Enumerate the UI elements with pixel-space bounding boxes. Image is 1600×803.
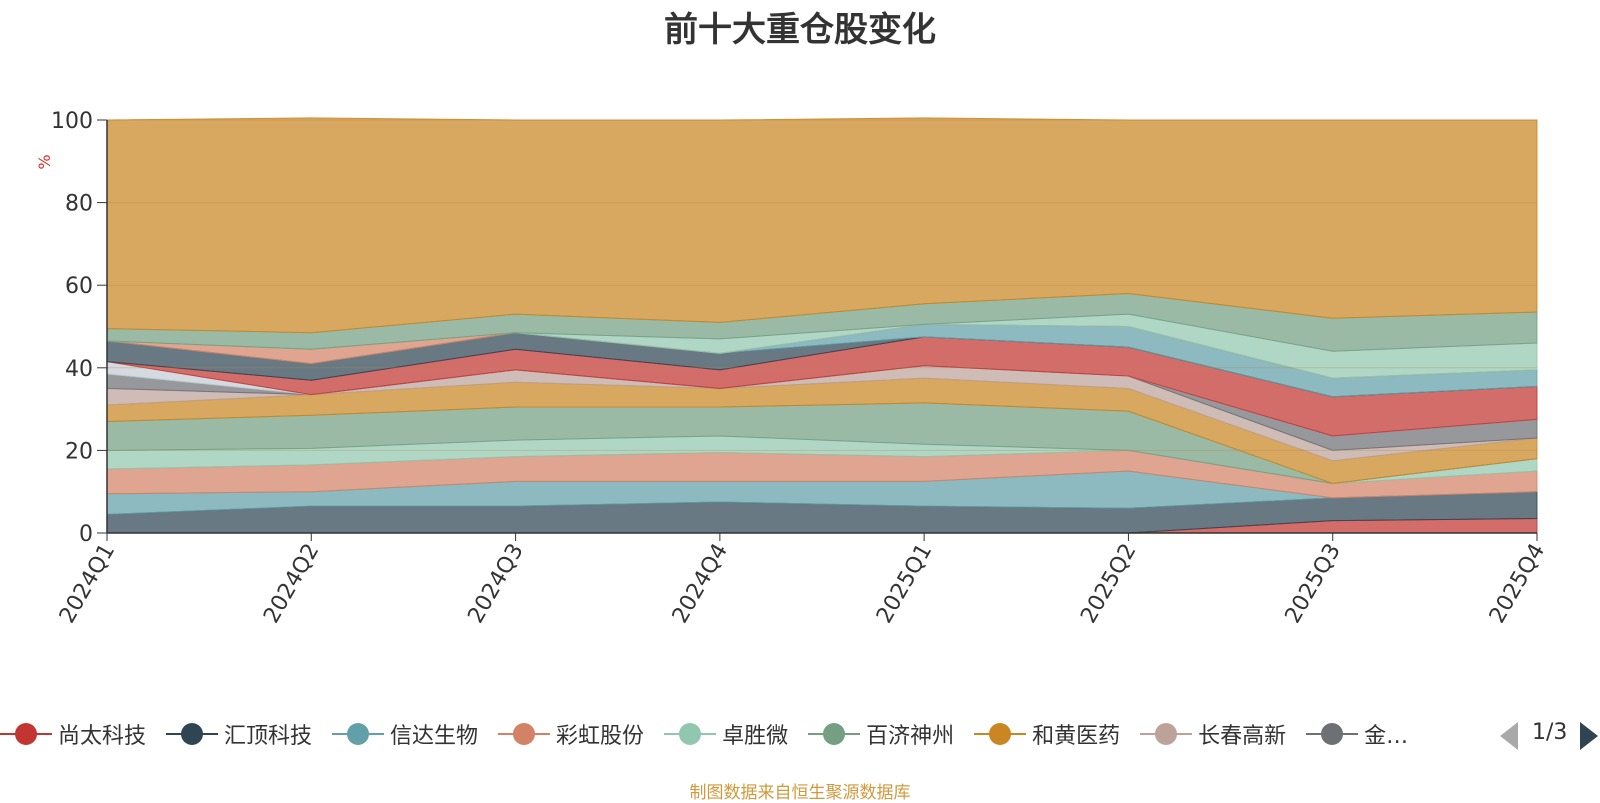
source-note: 制图数据来自恒生聚源数据库 xyxy=(689,783,911,803)
legend-marker-icon xyxy=(166,723,219,745)
x-tick-label: 2024Q4 xyxy=(668,540,733,628)
legend-label: 尚太科技 xyxy=(58,724,147,749)
legend-marker-icon xyxy=(974,723,1027,745)
legend-label: 卓胜微 xyxy=(722,724,789,749)
legend-label: 金… xyxy=(1364,724,1409,749)
legend-item[interactable]: 百济神州 xyxy=(808,718,954,752)
legend-item[interactable]: 尚太科技 xyxy=(0,718,146,752)
legend-label: 百济神州 xyxy=(866,724,955,749)
legend-marker-icon xyxy=(1306,723,1359,745)
legend-item[interactable]: 汇顶科技 xyxy=(166,718,312,752)
legend-pager: 1/3 xyxy=(1500,716,1600,756)
legend-label: 信达生物 xyxy=(390,724,479,749)
x-tick-label: 2024Q1 xyxy=(55,540,120,628)
legend-item[interactable]: 和黄医药 xyxy=(974,718,1120,752)
stacked-area-chart: 0 20 40 60 80 100% 2024Q1 2024Q2 2024Q3 2024Q4 202… xyxy=(35,109,1550,628)
legend-page-indicator: 1/3 xyxy=(1532,720,1568,745)
y-tick-label: 60 xyxy=(65,274,93,299)
legend-prev-icon[interactable] xyxy=(1500,722,1518,750)
legend-next-icon[interactable] xyxy=(1580,722,1598,750)
x-tick-label: 2025Q1 xyxy=(872,540,937,628)
legend-marker-icon xyxy=(808,723,861,745)
y-tick-label: 20 xyxy=(65,439,93,464)
legend-label: 长春高新 xyxy=(1198,724,1287,749)
y-tick-label: 80 xyxy=(65,192,93,217)
y-axis-label: % xyxy=(35,154,54,169)
chart-title: 前十大重仓股变化 xyxy=(664,10,936,50)
legend-marker-icon xyxy=(664,723,717,745)
y-tick-label: 40 xyxy=(65,357,93,382)
legend-marker-icon xyxy=(1140,723,1193,745)
legend-item[interactable]: 卓胜微 xyxy=(664,718,788,752)
y-tick-label: 100 xyxy=(51,109,93,134)
legend-item[interactable]: 长春高新 xyxy=(1140,718,1286,752)
legend-item[interactable]: 彩虹股份 xyxy=(498,718,644,752)
x-tick-label: 2025Q3 xyxy=(1281,540,1346,628)
legend-item[interactable]: 金… xyxy=(1306,718,1408,752)
x-tick-label: 2024Q3 xyxy=(463,540,528,628)
y-tick-label: 0 xyxy=(79,522,93,547)
area-series-16 xyxy=(106,117,1538,334)
legend-label: 汇顶科技 xyxy=(224,724,313,749)
x-tick-label: 2025Q4 xyxy=(1485,540,1550,628)
legend-marker-icon xyxy=(498,723,551,745)
legend-item[interactable]: 信达生物 xyxy=(332,718,478,752)
legend-label: 彩虹股份 xyxy=(556,724,645,749)
legend-marker-icon xyxy=(0,723,52,745)
legend-label: 和黄医药 xyxy=(1032,724,1121,749)
x-tick-label: 2025Q2 xyxy=(1076,540,1141,628)
legend: 尚太科技 汇顶科技 信达生物 彩虹股份 卓胜微 百济神州 和黄医药 长春高新 金… xyxy=(0,718,1470,752)
x-tick-label: 2024Q2 xyxy=(259,540,324,628)
legend-marker-icon xyxy=(332,723,385,745)
